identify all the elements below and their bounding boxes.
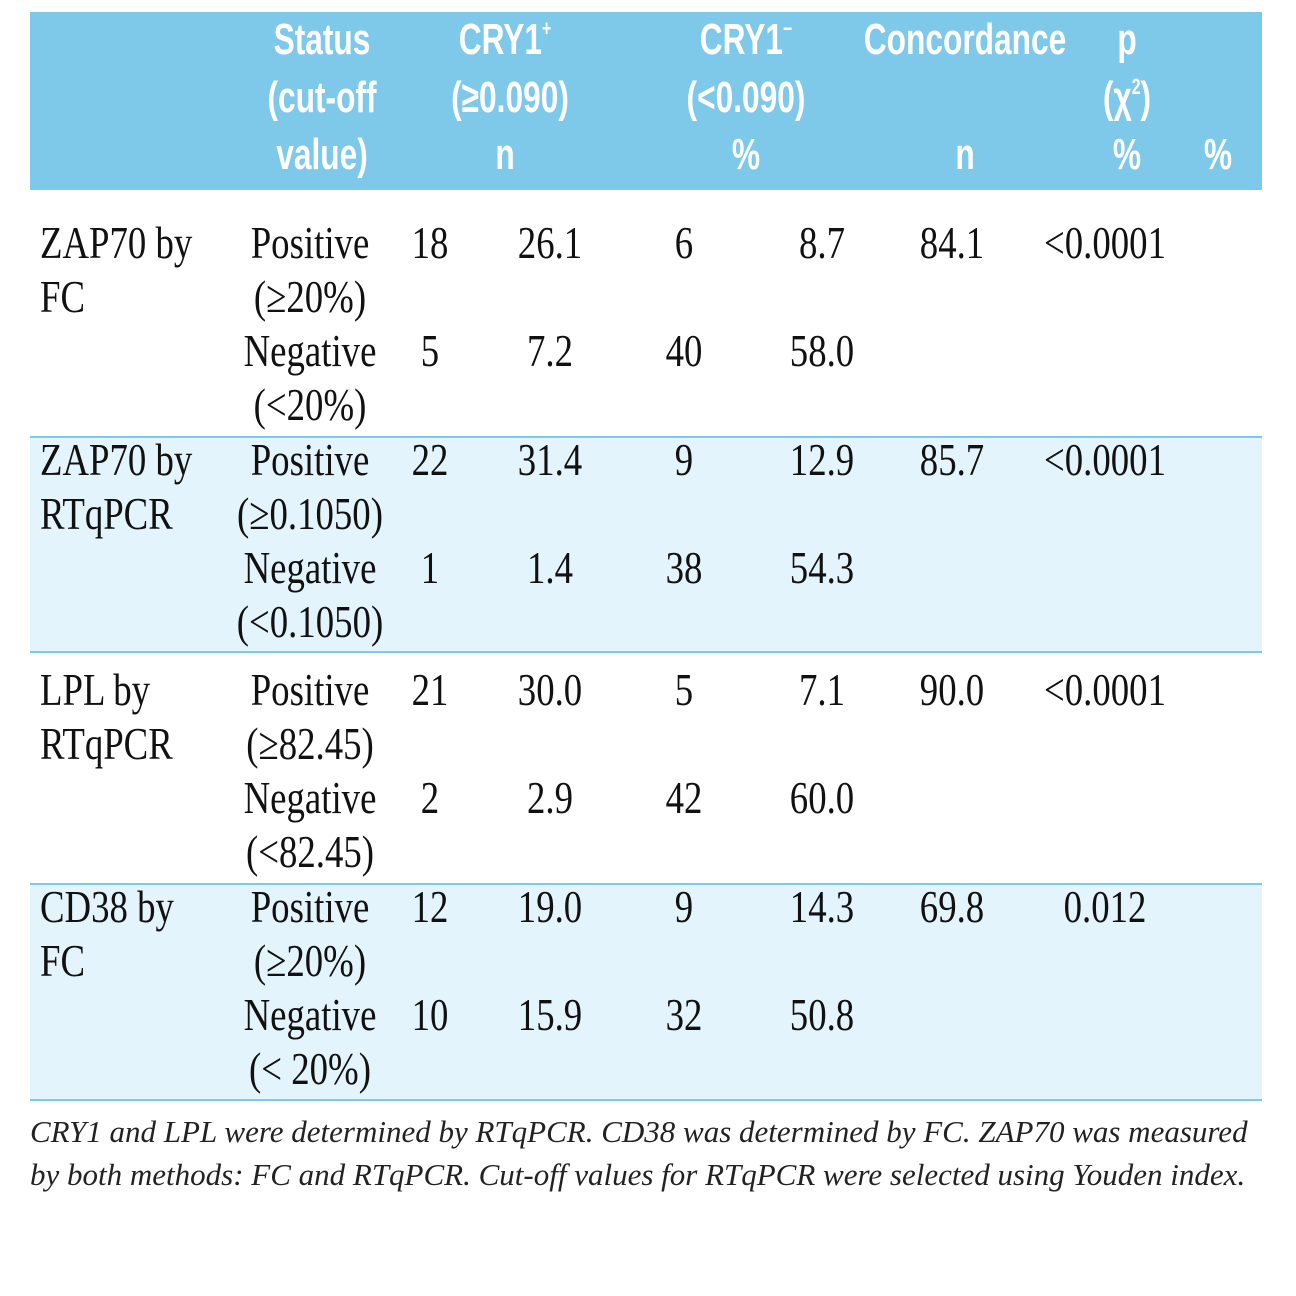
concordance: 84.1 — [919, 217, 985, 268]
cutoff: (<82.45) — [245, 826, 375, 877]
row-marker: FC — [40, 935, 86, 986]
cell: 5 — [420, 325, 440, 376]
concordance: 90.0 — [919, 664, 985, 715]
cell: 40 — [665, 325, 703, 376]
p-value: <0.0001 — [1044, 434, 1166, 485]
unit-header: % — [1203, 130, 1233, 179]
cell: 9 — [674, 434, 694, 485]
status: Positive — [250, 434, 370, 485]
cell: 6 — [674, 217, 694, 268]
cell: 38 — [665, 542, 703, 593]
status: Positive — [250, 881, 370, 932]
status: Negative — [243, 542, 377, 593]
p-value: <0.0001 — [1044, 664, 1166, 715]
unit-header: % — [1112, 130, 1142, 179]
unit-header: n — [955, 130, 975, 179]
row-marker: RTqPCR — [40, 488, 173, 539]
rule — [30, 883, 1262, 885]
cell: 9 — [674, 881, 694, 932]
status: Negative — [243, 989, 377, 1040]
concordance: 69.8 — [919, 881, 985, 932]
cell: 32 — [665, 989, 703, 1040]
cry1-negative-header: CRY1− — [700, 18, 793, 62]
cutoff: (≥20%) — [253, 271, 367, 322]
row-marker: LPL by — [40, 664, 151, 715]
cell: 18 — [411, 217, 449, 268]
status: Positive — [250, 664, 370, 715]
superscript: + — [542, 16, 552, 41]
cutoff: (<20%) — [253, 379, 367, 430]
cell: 21 — [411, 664, 449, 715]
cell: 7.1 — [799, 664, 845, 715]
status-header: Status — [273, 15, 371, 64]
cutoff: (≥82.45) — [246, 718, 374, 769]
row-marker: ZAP70 by — [40, 217, 193, 268]
cutoff: (<0.1050) — [236, 596, 384, 647]
status: Negative — [243, 325, 377, 376]
concordance: 85.7 — [919, 434, 985, 485]
label: CRY1 — [699, 15, 784, 64]
cry1-positive-header: CRY1+ — [459, 18, 552, 62]
cell: 7.2 — [527, 325, 573, 376]
cell: 50.8 — [789, 989, 855, 1040]
status: Negative — [243, 772, 377, 823]
close: ) — [1140, 73, 1152, 122]
cell: 2 — [420, 772, 440, 823]
cell: 31.4 — [517, 434, 583, 485]
cell: 54.3 — [789, 542, 855, 593]
cutoff: (< 20%) — [249, 1043, 371, 1094]
cell: 12 — [411, 881, 449, 932]
cell: 1.4 — [527, 542, 573, 593]
p-value: <0.0001 — [1044, 217, 1166, 268]
row-shade — [30, 884, 1262, 1100]
rule — [30, 651, 1262, 653]
rule — [30, 436, 1262, 438]
cell: 26.1 — [517, 217, 583, 268]
row-shade — [30, 437, 1262, 652]
cutoff: (≥0.1050) — [237, 488, 383, 539]
cell: 12.9 — [789, 434, 855, 485]
cell: 8.7 — [799, 217, 845, 268]
cell: 10 — [411, 989, 449, 1040]
chi-square-header: (χ2) — [1103, 76, 1151, 120]
status: Positive — [250, 217, 370, 268]
cell: 1 — [420, 542, 440, 593]
row-marker: CD38 by — [40, 881, 174, 932]
concordance-header: Concordance — [863, 15, 1067, 64]
cutoff-header: (≥0.090) — [451, 73, 569, 122]
row-marker: ZAP70 by — [40, 434, 193, 485]
p-header: p — [1117, 15, 1137, 64]
superscript: 2 — [1131, 74, 1141, 99]
status-header: value) — [276, 130, 368, 179]
cell: 42 — [665, 772, 703, 823]
footnote: CRY1 and LPL were determined by RTqPCR. … — [30, 1114, 1248, 1192]
label: CRY1 — [458, 15, 543, 64]
superscript: − — [783, 16, 793, 41]
cell: 30.0 — [517, 664, 583, 715]
p-value: 0.012 — [1063, 881, 1147, 932]
open: (χ — [1102, 73, 1132, 122]
unit-header: n — [495, 130, 515, 179]
row-marker: RTqPCR — [40, 718, 173, 769]
row-marker: FC — [40, 271, 86, 322]
cell: 22 — [411, 434, 449, 485]
cell: 2.9 — [527, 772, 573, 823]
cell: 5 — [674, 664, 694, 715]
unit-header: % — [731, 130, 761, 179]
cutoff-header: (<0.090) — [686, 73, 806, 122]
cell: 14.3 — [789, 881, 855, 932]
rule — [30, 1099, 1262, 1101]
header-band — [30, 12, 1262, 190]
cell: 15.9 — [517, 989, 583, 1040]
status-header: (cut-off — [267, 73, 377, 122]
cell: 19.0 — [517, 881, 583, 932]
cell: 58.0 — [789, 325, 855, 376]
cell: 60.0 — [789, 772, 855, 823]
cutoff: (≥20%) — [253, 935, 367, 986]
